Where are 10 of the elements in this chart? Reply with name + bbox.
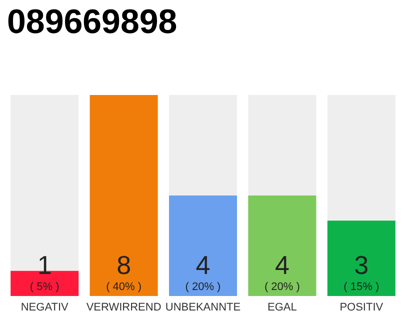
x-tick-label: POSITIV	[340, 302, 384, 314]
data-label: 3 ( 15% )	[344, 250, 380, 293]
x-tick-label: NEGATIV	[20, 302, 69, 314]
x-tick-label: UNBEKANNTE	[165, 302, 241, 314]
data-label: 4 ( 20% )	[185, 250, 221, 293]
chart-title: 089669898	[7, 3, 178, 41]
x-tick-label: EGAL	[268, 302, 297, 314]
data-label: 4 ( 20% )	[264, 250, 300, 293]
data-label: 8 ( 40% )	[106, 250, 142, 293]
x-tick-label: VERWIRREND	[86, 302, 162, 314]
